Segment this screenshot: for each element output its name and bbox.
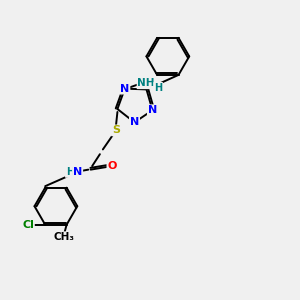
Text: CH₃: CH₃ xyxy=(53,232,74,242)
Text: N: N xyxy=(130,117,139,127)
Text: N: N xyxy=(148,105,157,115)
Text: O: O xyxy=(107,161,117,171)
Text: S: S xyxy=(112,125,120,135)
Text: H: H xyxy=(66,167,74,177)
Text: Cl: Cl xyxy=(22,220,34,230)
Text: N: N xyxy=(73,167,82,177)
Text: N: N xyxy=(120,84,130,94)
Text: H: H xyxy=(154,83,162,93)
Text: NH: NH xyxy=(137,78,155,88)
